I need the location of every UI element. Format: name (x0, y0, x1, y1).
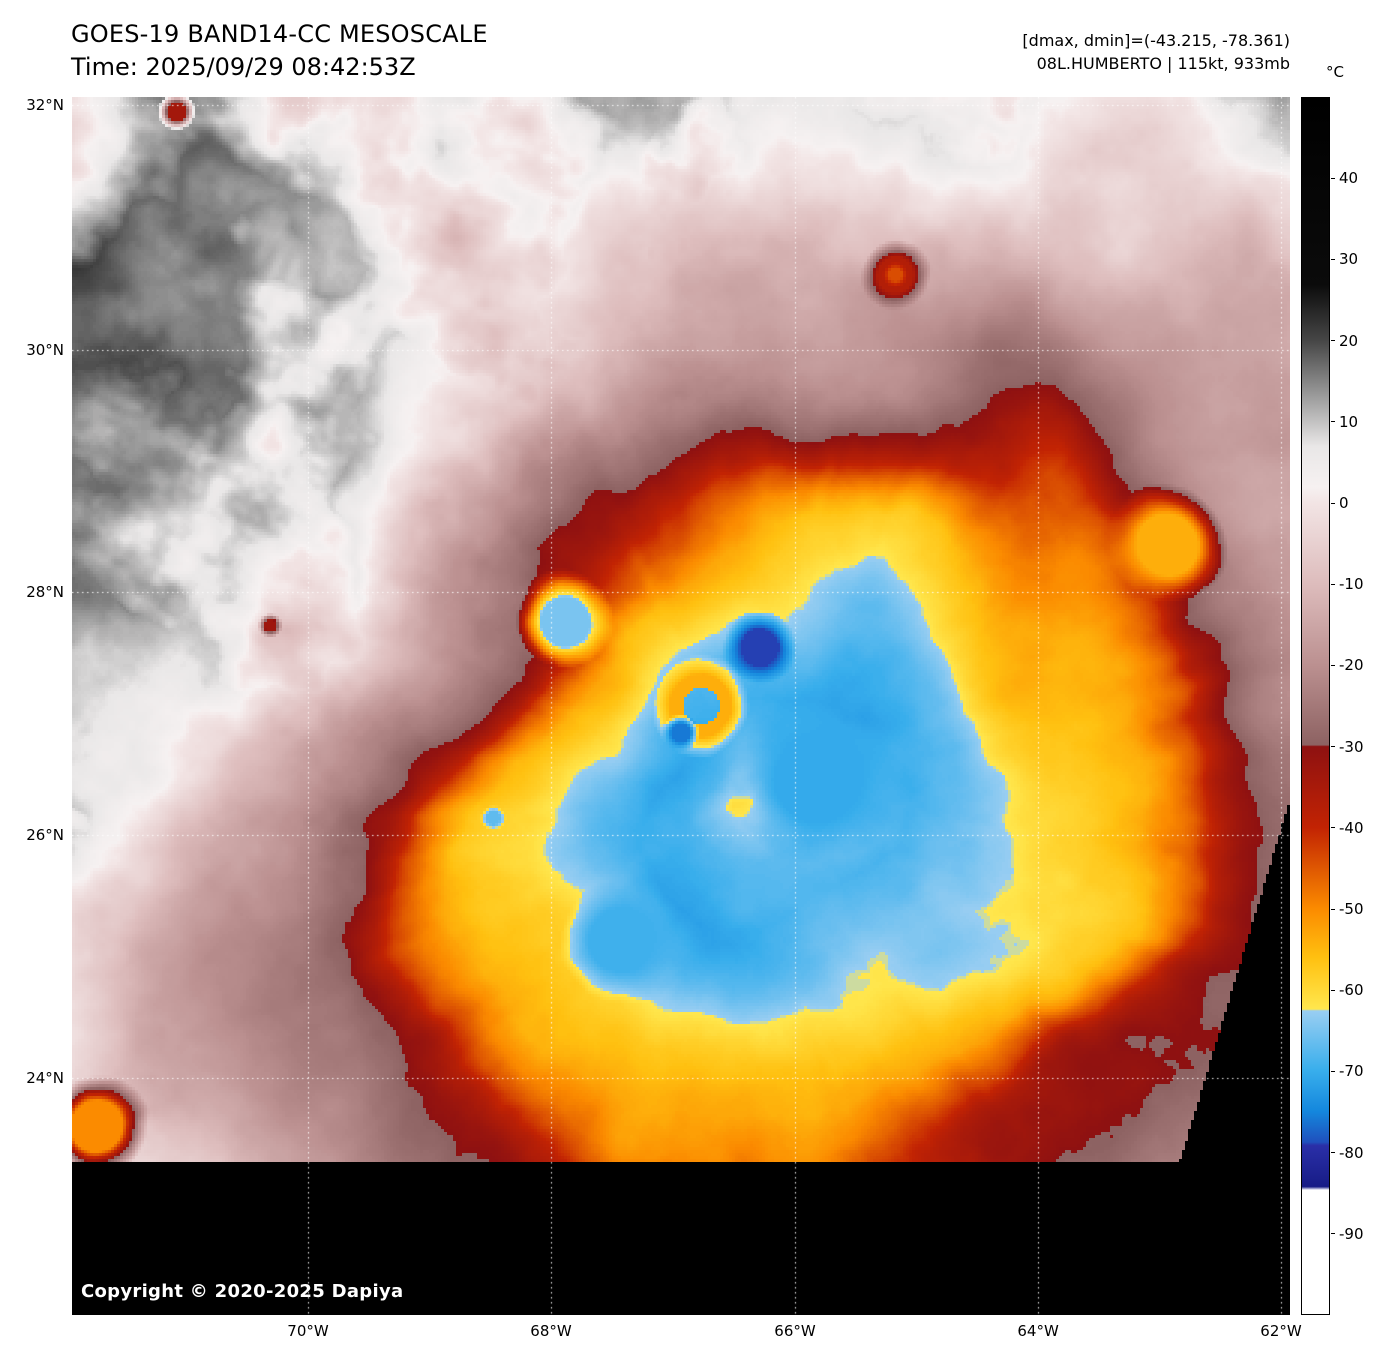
colorbar-tick: -20 (1331, 656, 1364, 674)
colorbar-tick: 40 (1331, 169, 1358, 187)
colorbar-tick-label: 40 (1339, 169, 1359, 188)
product-title: GOES-19 BAND14-CC MESOSCALE (71, 20, 488, 48)
colorbar-tick: -40 (1331, 819, 1364, 837)
colorbar-tick-mark (1331, 177, 1335, 179)
colorbar-tick-mark (1331, 1070, 1335, 1072)
lat-label: 32°N (26, 96, 64, 114)
colorbar-tick-mark (1331, 827, 1335, 829)
colorbar-tick: 10 (1331, 413, 1358, 431)
colorbar-tick: 20 (1331, 332, 1358, 350)
colorbar-tick: 0 (1331, 494, 1349, 512)
colorbar-tick-label: -40 (1339, 818, 1364, 837)
grid-overlay (72, 97, 1290, 1315)
lat-label: 24°N (26, 1069, 64, 1087)
colorbar-tick-label: -20 (1339, 656, 1364, 675)
colorbar-tick-mark (1331, 1152, 1335, 1154)
colorbar-tick-mark (1331, 258, 1335, 260)
colorbar-tick-mark (1331, 908, 1335, 910)
lon-label: 70°W (287, 1322, 329, 1340)
lon-label: 68°W (530, 1322, 572, 1340)
longitude-axis: 70°W 68°W 66°W 64°W 62°W (72, 1322, 1301, 1344)
storm-info: 08L.HUMBERTO | 115kt, 933mb (1036, 54, 1290, 73)
lat-label: 28°N (26, 583, 64, 601)
lat-label: 26°N (26, 826, 64, 844)
header-left: GOES-19 BAND14-CC MESOSCALE Time: 2025/0… (71, 20, 488, 81)
colorbar-tick-mark (1331, 340, 1335, 342)
colorbar-tick: -10 (1331, 575, 1364, 593)
colorbar-tick: -60 (1331, 981, 1364, 999)
dmax-dmin-readout: [dmax, dmin]=(-43.215, -78.361) (1022, 31, 1290, 50)
colorbar-tick-label: 20 (1339, 331, 1359, 350)
latitude-axis: 32°N 30°N 28°N 26°N 24°N (0, 96, 66, 1315)
colorbar-tick-label: -50 (1339, 900, 1364, 918)
colorbar-tick-mark (1331, 502, 1335, 504)
colorbar-tick: -70 (1331, 1062, 1364, 1080)
colorbar-tick: -90 (1331, 1225, 1364, 1243)
colorbar-tick-mark (1331, 1233, 1335, 1235)
colorbar-tick-label: -60 (1339, 981, 1364, 1000)
lon-label: 62°W (1260, 1322, 1302, 1340)
lon-label: 64°W (1017, 1322, 1059, 1340)
colorbar-tick: -80 (1331, 1144, 1364, 1162)
colorbar-unit: °C (1326, 63, 1344, 81)
colorbar-tick-mark (1331, 746, 1335, 748)
colorbar-tick: 30 (1331, 250, 1358, 268)
colorbar-tick-mark (1331, 989, 1335, 991)
satellite-map: Copyright © 2020-2025 Dapiya (72, 97, 1290, 1315)
colorbar-tick: -30 (1331, 738, 1364, 756)
colorbar-tick-label: -70 (1339, 1062, 1364, 1081)
colorbar-tick-mark (1331, 583, 1335, 585)
colorbar-tick-label: -30 (1339, 737, 1364, 756)
colorbar-tick-mark (1331, 421, 1335, 423)
lon-label: 66°W (774, 1322, 816, 1340)
colorbar-tick-label: -80 (1339, 1143, 1364, 1162)
colorbar-tick: -50 (1331, 900, 1364, 918)
lat-label: 30°N (26, 341, 64, 360)
colorbar-tick-mark (1331, 664, 1335, 666)
colorbar-ticks: 40 30 20 10 0 -10 -20 -30 -40 -50 -60 -70 -80 -90 (1331, 97, 1389, 1315)
header-right: [dmax, dmin]=(-43.215, -78.361) 08L.HUMB… (1022, 31, 1290, 73)
colorbar (1301, 97, 1330, 1315)
colorbar-tick-label: 30 (1339, 250, 1359, 269)
colorbar-tick-label: -10 (1339, 575, 1364, 594)
colorbar-tick-label: -90 (1339, 1224, 1364, 1243)
colorbar-tick-label: 10 (1339, 412, 1359, 431)
timestamp: Time: 2025/09/29 08:42:53Z (71, 53, 416, 81)
copyright-text: Copyright © 2020-2025 Dapiya (81, 1281, 404, 1302)
colorbar-tick-label: 0 (1339, 494, 1349, 512)
